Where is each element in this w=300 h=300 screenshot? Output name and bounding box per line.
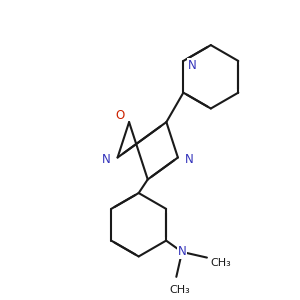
Text: N: N [102, 153, 111, 166]
Text: N: N [185, 153, 194, 166]
Text: CH₃: CH₃ [169, 285, 190, 296]
Text: N: N [188, 59, 197, 72]
Text: N: N [178, 245, 186, 258]
Text: O: O [116, 109, 125, 122]
Text: CH₃: CH₃ [210, 258, 231, 268]
